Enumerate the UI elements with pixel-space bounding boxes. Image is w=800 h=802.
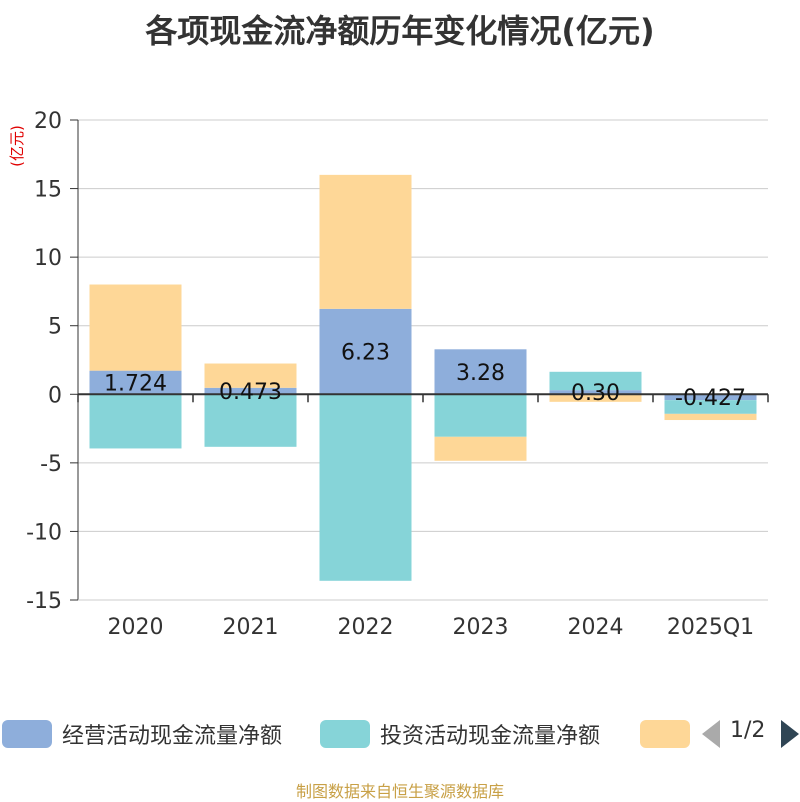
- y-tick-label: 20: [34, 109, 62, 134]
- legend-swatch-operating: [2, 720, 52, 748]
- data-label-operating: 0.473: [219, 380, 282, 405]
- bar-investing-2020: [89, 394, 182, 449]
- x-tick-label: 2025Q1: [667, 615, 754, 640]
- legend-swatch-financing: [640, 720, 690, 748]
- bar-operating-2024: [549, 390, 642, 395]
- legend-swatch-investing: [320, 720, 370, 748]
- legend-label-operating: 经营活动现金流量净额: [62, 724, 283, 749]
- bar-investing-2025Q1: [664, 400, 757, 414]
- x-tick-label: 2023: [453, 615, 509, 640]
- bar-financing-2020: [89, 284, 182, 371]
- data-label-operating: -0.427: [675, 386, 746, 411]
- y-tick-label: -15: [26, 589, 62, 614]
- y-tick-label: -5: [40, 452, 62, 477]
- x-tick-label: 2021: [223, 615, 279, 640]
- y-axis-label: (亿元): [8, 125, 26, 167]
- chart-title: 各项现金流净额历年变化情况(亿元): [145, 12, 655, 50]
- legend-item-operating[interactable]: 经营活动现金流量净额: [2, 716, 302, 752]
- bar-investing-2023: [434, 394, 527, 437]
- legend-item-investing[interactable]: 投资活动现金流量净额: [320, 716, 620, 752]
- x-tick-label: 2020: [108, 615, 164, 640]
- y-tick-label: 5: [48, 315, 62, 340]
- pager-page-indicator: 1/2: [730, 718, 766, 743]
- bar-investing-2022: [319, 394, 412, 581]
- chart-plot: 20 15 10 5 0 -5 -10 -15 (亿元) 2020 2021 2022 2023 2024…: [8, 109, 769, 640]
- y-tick-label: 10: [34, 246, 62, 271]
- y-tick-label: 0: [48, 383, 62, 408]
- bar-operating-2021: [204, 387, 297, 395]
- data-label-operating: 1.724: [104, 371, 167, 396]
- legend-item-financing[interactable]: [640, 716, 690, 752]
- bar-operating-2025Q1: [664, 394, 757, 401]
- bar-operating-2023: [434, 349, 527, 395]
- data-label-operating: 3.28: [456, 361, 505, 386]
- data-label-operating: 0.30: [571, 381, 620, 406]
- legend-pager: 1/2: [700, 716, 800, 752]
- y-tick-label: 15: [34, 178, 62, 203]
- bar-investing-2021: [204, 394, 297, 447]
- pager-prev-icon[interactable]: [702, 720, 720, 748]
- source-note: 制图数据来自恒生聚源数据库: [295, 782, 504, 801]
- data-label-operating: 6.23: [341, 341, 390, 366]
- bar-financing-2024: [549, 394, 642, 402]
- bar-investing-2024: [549, 371, 642, 391]
- bar-financing-2021: [204, 363, 297, 388]
- legend: 经营活动现金流量净额 投资活动现金流量净额 1/2: [0, 716, 800, 752]
- bar-operating-2022: [319, 308, 412, 395]
- y-tick-label: -10: [26, 520, 62, 545]
- pager-next-icon[interactable]: [781, 720, 799, 748]
- legend-label-investing: 投资活动现金流量净额: [380, 724, 601, 749]
- bar-financing-2022: [319, 174, 412, 309]
- bar-financing-2025Q1: [664, 413, 757, 421]
- x-tick-label: 2022: [338, 615, 394, 640]
- bar-financing-2023: [434, 436, 527, 461]
- x-tick-label: 2024: [568, 615, 624, 640]
- bar-operating-2020: [89, 370, 182, 395]
